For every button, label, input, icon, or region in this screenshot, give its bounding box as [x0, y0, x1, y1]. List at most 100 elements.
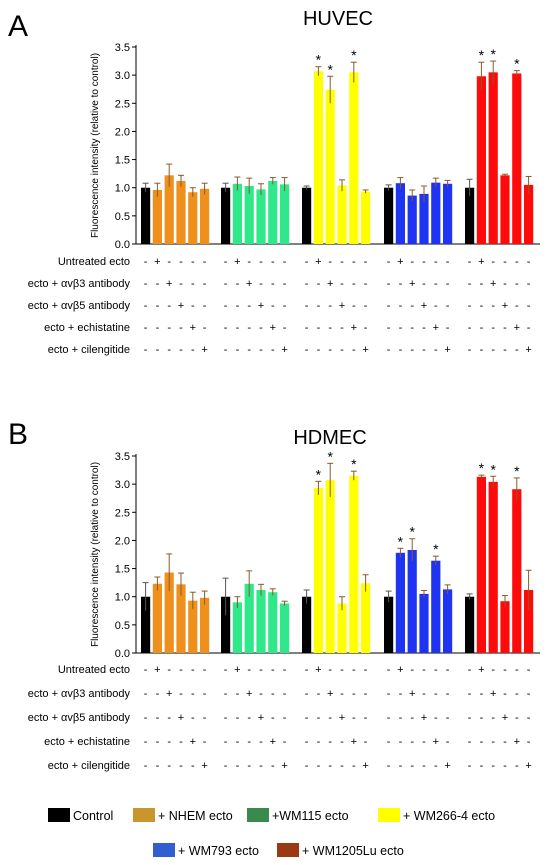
plus-sign: +: [201, 344, 207, 356]
minus-sign: -: [283, 736, 287, 748]
minus-sign: -: [144, 344, 148, 356]
plus-sign: +: [433, 736, 439, 748]
minus-sign: -: [446, 300, 450, 312]
minus-sign: -: [247, 300, 251, 312]
minus-sign: -: [203, 712, 207, 724]
minus-sign: -: [434, 278, 438, 290]
minus-sign: -: [224, 322, 228, 334]
y-tick-label: 1.5: [115, 564, 130, 576]
minus-sign: -: [399, 322, 403, 334]
minus-sign: -: [191, 688, 195, 700]
condition-label: ecto + echistatine: [44, 736, 130, 748]
bar: [407, 549, 417, 653]
minus-sign: -: [503, 760, 507, 772]
minus-sign: -: [387, 322, 391, 334]
minus-sign: -: [317, 760, 321, 772]
minus-sign: -: [446, 712, 450, 724]
minus-sign: -: [224, 344, 228, 356]
minus-sign: -: [410, 322, 414, 334]
legend-label: Control: [73, 809, 113, 823]
minus-sign: -: [167, 736, 171, 748]
minus-sign: -: [422, 760, 426, 772]
minus-sign: -: [236, 688, 240, 700]
bar: [524, 589, 534, 653]
minus-sign: -: [491, 300, 495, 312]
minus-sign: -: [446, 688, 450, 700]
minus-sign: -: [399, 760, 403, 772]
significance-star: *: [398, 533, 404, 549]
minus-sign: -: [527, 300, 531, 312]
plus-sign: +: [154, 256, 160, 268]
minus-sign: -: [305, 736, 309, 748]
plus-sign: +: [234, 256, 240, 268]
minus-sign: -: [305, 664, 309, 676]
minus-sign: -: [224, 736, 228, 748]
y-tick-label: 0.0: [115, 648, 130, 660]
minus-sign: -: [191, 664, 195, 676]
minus-sign: -: [179, 664, 183, 676]
plus-sign: +: [201, 760, 207, 772]
plus-sign: +: [514, 322, 520, 334]
legend-swatch: [133, 808, 155, 822]
panel-letter: A: [8, 10, 28, 43]
plus-sign: +: [514, 736, 520, 748]
minus-sign: -: [503, 736, 507, 748]
minus-sign: -: [167, 344, 171, 356]
plus-sign: +: [444, 344, 450, 356]
minus-sign: -: [247, 344, 251, 356]
plus-sign: +: [525, 344, 531, 356]
minus-sign: -: [480, 322, 484, 334]
bar: [313, 71, 323, 245]
minus-sign: -: [179, 760, 183, 772]
panel-title: HUVEC: [303, 8, 373, 30]
bar: [302, 187, 312, 244]
minus-sign: -: [328, 736, 332, 748]
significance-star: *: [351, 47, 357, 63]
minus-sign: -: [156, 344, 160, 356]
minus-sign: -: [422, 688, 426, 700]
minus-sign: -: [340, 664, 344, 676]
minus-sign: -: [410, 256, 414, 268]
y-tick-label: 2.5: [115, 98, 130, 110]
minus-sign: -: [224, 256, 228, 268]
minus-sign: -: [259, 688, 263, 700]
minus-sign: -: [144, 664, 148, 676]
plus-sign: +: [178, 712, 184, 724]
bar: [431, 182, 441, 244]
bar: [164, 572, 174, 653]
minus-sign: -: [491, 322, 495, 334]
plus-sign: +: [327, 688, 333, 700]
significance-star: *: [316, 466, 322, 482]
minus-sign: -: [446, 256, 450, 268]
minus-sign: -: [224, 712, 228, 724]
minus-sign: -: [259, 278, 263, 290]
condition-label: ecto + αvβ5 antibody: [28, 712, 131, 724]
minus-sign: -: [283, 278, 287, 290]
minus-sign: -: [317, 322, 321, 334]
plus-sign: +: [166, 688, 172, 700]
plus-sign: +: [502, 712, 508, 724]
bar: [256, 189, 266, 244]
legend-label: + WM793 ecto: [178, 844, 259, 858]
bar: [337, 185, 347, 244]
minus-sign: -: [503, 278, 507, 290]
plus-sign: +: [478, 256, 484, 268]
significance-star: *: [316, 52, 322, 68]
minus-sign: -: [271, 300, 275, 312]
minus-sign: -: [434, 760, 438, 772]
bar: [152, 583, 162, 653]
minus-sign: -: [468, 712, 472, 724]
condition-label: ecto + echistatine: [44, 322, 130, 334]
minus-sign: -: [203, 322, 207, 334]
legend-swatch: [48, 808, 70, 822]
bar: [349, 72, 359, 244]
minus-sign: -: [399, 300, 403, 312]
bar: [141, 596, 151, 653]
condition-label: Untreated ecto: [58, 256, 130, 268]
bar: [395, 552, 405, 653]
minus-sign: -: [305, 712, 309, 724]
bar: [325, 89, 335, 244]
minus-sign: -: [468, 300, 472, 312]
minus-sign: -: [387, 300, 391, 312]
